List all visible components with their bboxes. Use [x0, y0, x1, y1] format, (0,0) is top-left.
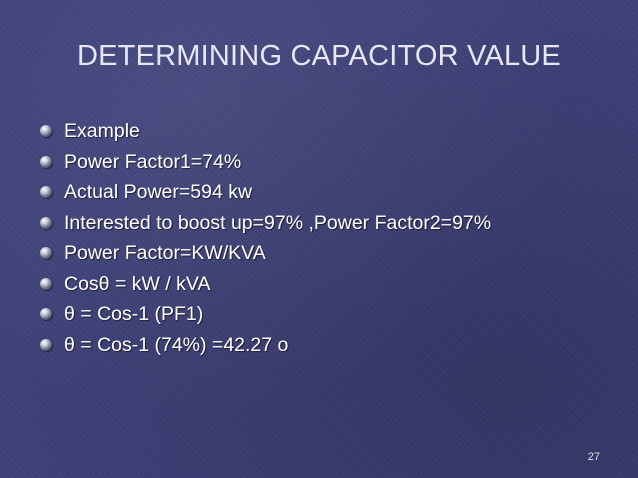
- sphere-bullet-icon: [40, 308, 52, 320]
- bullet-text: Power Factor1=74%: [64, 150, 242, 173]
- bullet-text: Example: [64, 120, 140, 142]
- bullet-text: Power Factor=KW/KVA: [64, 242, 266, 264]
- sphere-bullet-icon: [40, 277, 52, 290]
- sphere-bullet-icon: [40, 155, 52, 168]
- bullet-item: Cosθ = kW / kVA: [40, 269, 491, 300]
- bullet-text: θ = Cos-1 (PF1): [64, 303, 204, 325]
- slide-title: DETERMINING CAPACITOR VALUE: [77, 40, 561, 72]
- bullet-item: Power Factor1=74%: [40, 147, 491, 178]
- sphere-bullet-icon: [40, 216, 52, 229]
- sphere-bullet-icon: [40, 338, 52, 351]
- sphere-bullet-icon: [40, 125, 52, 137]
- bullet-item: θ = Cos-1 (74%) =42.27 o: [40, 330, 491, 361]
- bullet-text: Actual Power=594 kw: [64, 181, 253, 203]
- page-number: 27: [587, 451, 600, 463]
- bullet-item: Interested to boost up=97% ,Power Factor…: [40, 208, 491, 239]
- bullet-text: Cosθ = kW / kVA: [64, 272, 211, 295]
- sphere-bullet-icon: [40, 247, 52, 259]
- bullet-text: θ = Cos-1 (74%) =42.27 o: [64, 333, 289, 356]
- bullet-item: Power Factor=KW/KVA: [40, 238, 491, 269]
- sphere-bullet-icon: [40, 186, 52, 198]
- bullet-item: θ = Cos-1 (PF1): [40, 299, 491, 330]
- bullet-item: Actual Power=594 kw: [40, 177, 491, 208]
- bullet-item: Example: [40, 116, 491, 147]
- bullet-text: Interested to boost up=97% ,Power Factor…: [64, 211, 492, 234]
- bullet-list: Example Power Factor1=74% Actual Power=5…: [40, 116, 491, 360]
